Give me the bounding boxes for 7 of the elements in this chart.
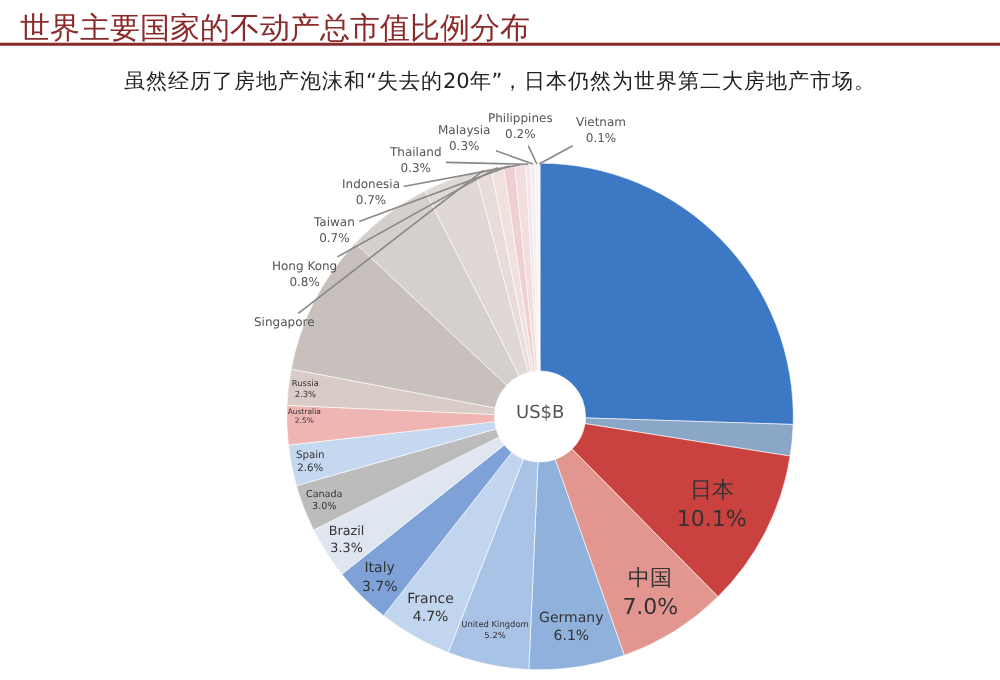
data-label: 10.1% [676,505,747,532]
slice-label: 日本 [689,477,734,504]
chart-title: 世界主要国家的不动产总市值比例分布 [20,10,530,46]
data-label: 7.0% [622,594,679,621]
text: US$B [516,404,565,424]
slice-label: 中国 [628,565,673,592]
chart-subtitle: 虽然经历了房地产泡沫和“失去的20年”，日本仍然为世界第二大房地产市场。 [124,68,877,94]
